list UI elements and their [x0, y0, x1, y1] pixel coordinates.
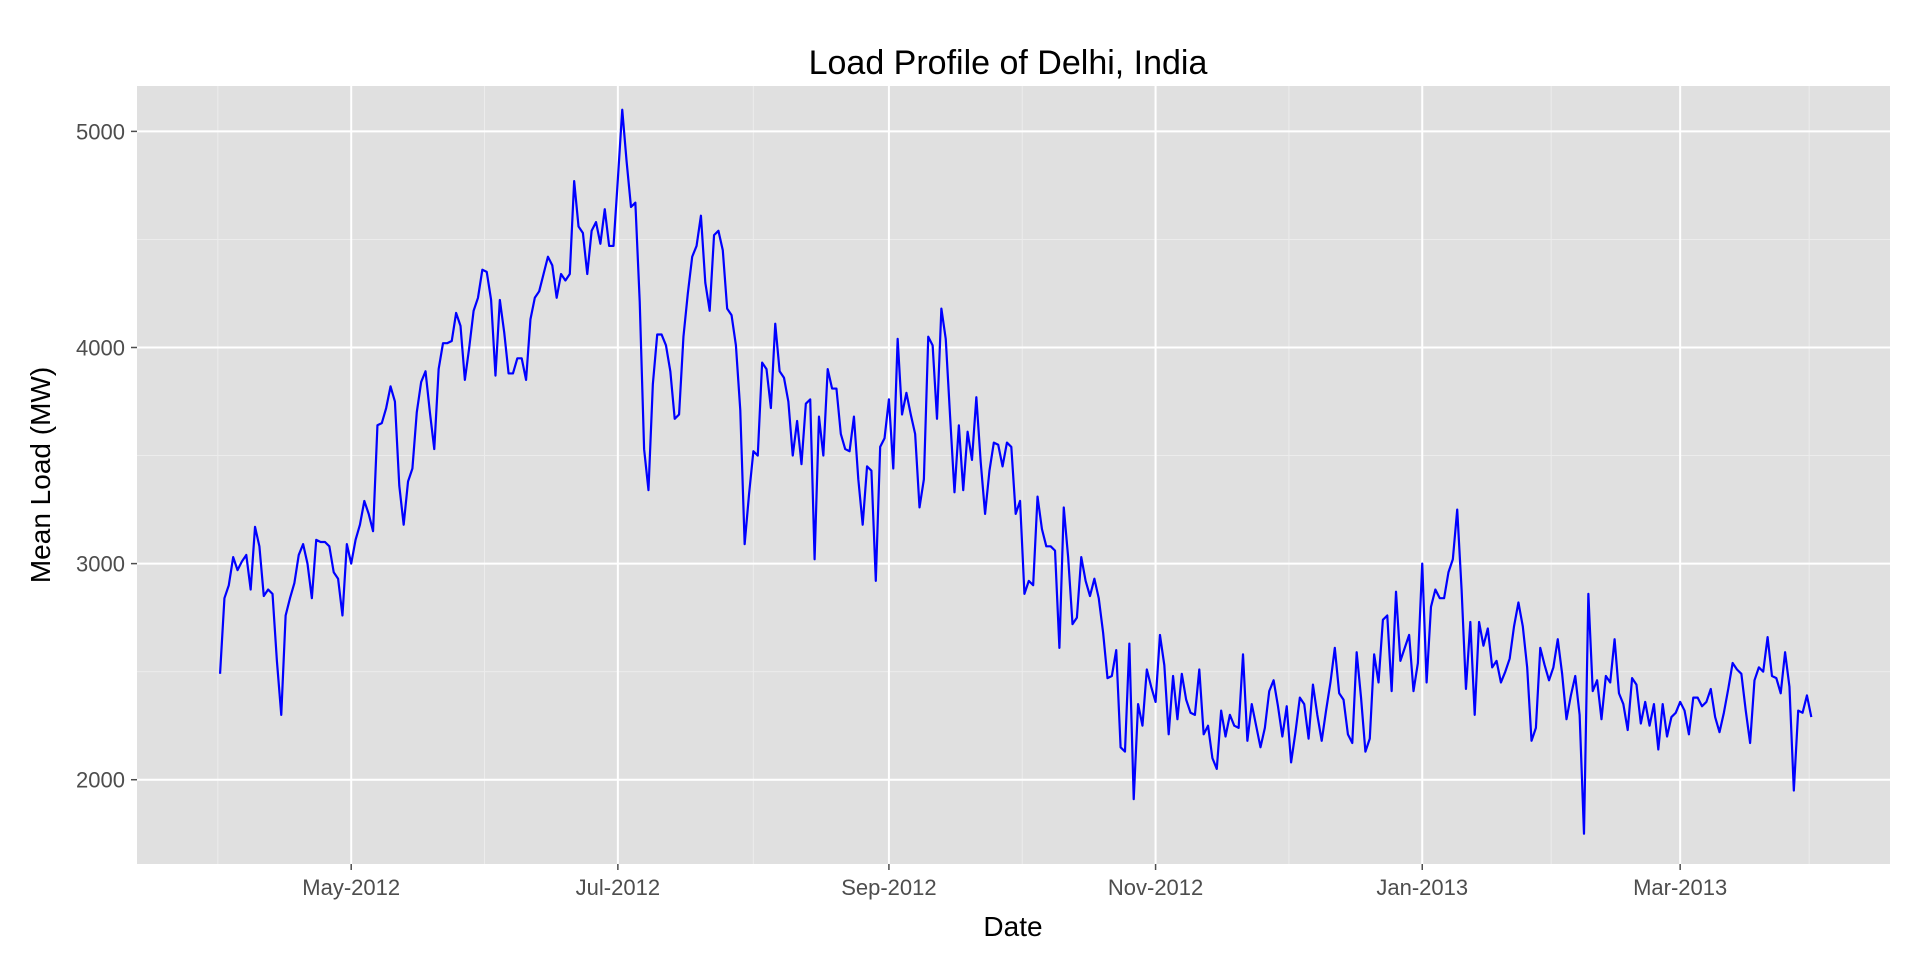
minor-gridlines: [137, 86, 1890, 864]
mean-load-line: [218, 108, 1813, 835]
chart-title: Load Profile of Delhi, India: [809, 44, 1208, 82]
x-tick-label: Mar-2013: [1633, 875, 1727, 900]
major-gridlines: [137, 86, 1890, 864]
y-tick-label: 2000: [76, 768, 125, 793]
y-axis-title: Mean Load (MW): [25, 367, 56, 583]
x-tick-label: Nov-2012: [1108, 875, 1203, 900]
x-tick-label: May-2012: [302, 875, 400, 900]
y-axis-ticks: 2000 3000 4000 5000: [76, 119, 137, 793]
x-axis-title: Date: [983, 911, 1042, 942]
x-tick-label: Sep-2012: [841, 875, 936, 900]
y-tick-label: 5000: [76, 119, 125, 144]
y-tick-label: 3000: [76, 552, 125, 577]
x-tick-label: Jul-2012: [576, 875, 660, 900]
y-tick-label: 4000: [76, 335, 125, 360]
x-axis-ticks: May-2012 Jul-2012 Sep-2012 Nov-2012 Jan-2013…: [302, 864, 1727, 900]
x-tick-label: Jan-2013: [1376, 875, 1468, 900]
